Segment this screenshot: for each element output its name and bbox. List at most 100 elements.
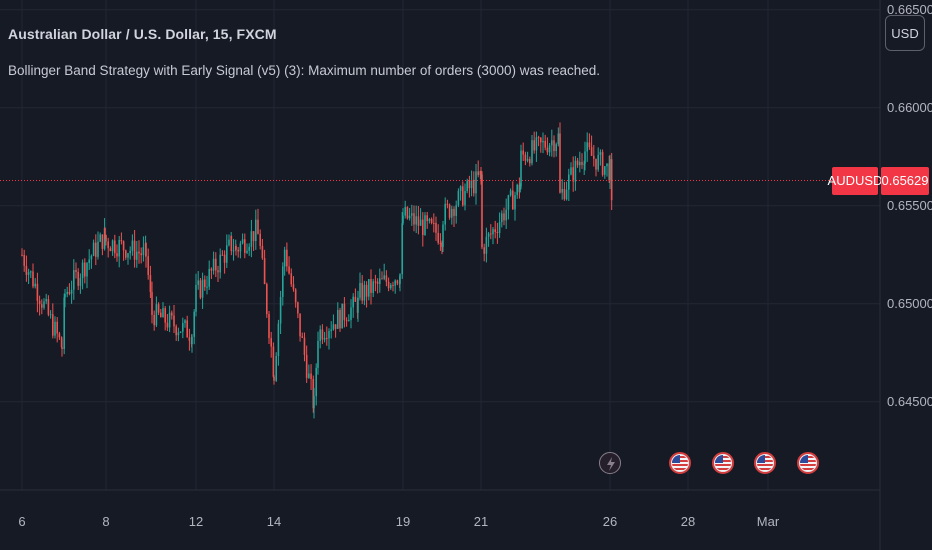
candle-body [507, 195, 510, 210]
candle-body [542, 141, 544, 143]
candle-body [512, 190, 514, 210]
candle-body [361, 282, 363, 301]
candle-body [303, 337, 306, 355]
candle-body [206, 286, 208, 288]
candle-body [444, 203, 446, 225]
candle-body [232, 250, 235, 252]
candle-body [219, 254, 221, 273]
candle-body [537, 137, 540, 139]
candle-body [529, 159, 531, 164]
us-flag-icon[interactable] [712, 452, 734, 474]
candle-body [581, 162, 583, 165]
candle-body [396, 280, 399, 284]
candle-body [604, 166, 606, 175]
candle-body [237, 249, 239, 252]
candle-body [588, 142, 591, 148]
candle-body [111, 240, 114, 252]
candle-body [246, 250, 248, 253]
candle-body [323, 337, 326, 340]
candle-body [439, 242, 442, 244]
candle-body [485, 236, 488, 254]
candle-body [140, 253, 142, 256]
candle-body [261, 245, 264, 259]
us-flag-icon[interactable] [754, 452, 776, 474]
candle-body [601, 152, 604, 175]
symbol-title[interactable]: Australian Dollar / U.S. Dollar, 15, FXC… [8, 26, 277, 42]
candle-body [84, 262, 86, 277]
candle-body [166, 322, 169, 328]
candle-body [352, 296, 354, 308]
candle-body [199, 280, 202, 298]
candle-body [455, 205, 457, 216]
candle-body [584, 151, 586, 164]
candle-body [597, 154, 599, 170]
currency-button[interactable]: USD [885, 15, 925, 51]
candle-body [563, 189, 566, 200]
candle-body [23, 255, 25, 266]
candle-body [520, 150, 522, 187]
candle-body [387, 281, 390, 289]
candle-body [381, 278, 383, 280]
candle-body [177, 332, 180, 336]
candle-body [376, 281, 379, 284]
candle-body [61, 347, 63, 349]
candle-body [339, 309, 341, 329]
us-flag-icon[interactable] [669, 452, 691, 474]
candle-body [221, 254, 224, 256]
candle-body [90, 255, 93, 260]
candle-body [326, 337, 328, 339]
candle-body [133, 240, 136, 260]
candle-body [273, 376, 275, 381]
candle-body [379, 278, 381, 284]
lightning-icon[interactable] [599, 452, 621, 474]
candle-body [97, 241, 99, 257]
candle-body [544, 141, 546, 148]
candle-body [519, 186, 521, 193]
time-tick-label: 21 [473, 514, 489, 529]
candle-body [501, 213, 503, 223]
candle-body [125, 250, 127, 258]
candle-body [193, 311, 195, 337]
candle-body [574, 160, 577, 182]
candle-body [392, 284, 394, 286]
candle-body [49, 314, 52, 316]
candle-body [341, 303, 343, 329]
candle-body [579, 162, 581, 166]
candle-body [75, 270, 77, 273]
candle-body [239, 243, 242, 252]
candle-body [343, 303, 346, 321]
candle-body [68, 291, 71, 294]
candle-body [290, 273, 293, 285]
candle-body [433, 222, 435, 224]
candle-body [25, 265, 28, 275]
candle-body [509, 190, 512, 196]
candle-body [368, 279, 370, 297]
candle-body [52, 314, 54, 336]
candle-body [426, 215, 428, 222]
candle-body [168, 312, 171, 328]
candle-body [116, 253, 118, 257]
candle-body [531, 140, 533, 164]
candle-body [313, 396, 315, 409]
candle-body [45, 299, 47, 302]
candle-body [127, 253, 129, 258]
candle-body [337, 309, 339, 329]
candle-body [475, 171, 477, 194]
candle-body [494, 229, 496, 233]
candle-body [319, 329, 321, 341]
candle-body [145, 243, 147, 257]
candle-body [188, 337, 191, 341]
candle-body [590, 147, 593, 156]
candle-body [301, 336, 304, 338]
candle-body [462, 186, 464, 206]
candle-body [595, 158, 597, 170]
candle-body [173, 315, 175, 327]
us-flag-icon[interactable] [797, 452, 819, 474]
candle-body [294, 289, 297, 303]
last-price-badge: 0.65629 [881, 166, 929, 195]
candle-body [522, 150, 524, 155]
candle-body [151, 292, 153, 315]
candle-body [470, 179, 473, 189]
